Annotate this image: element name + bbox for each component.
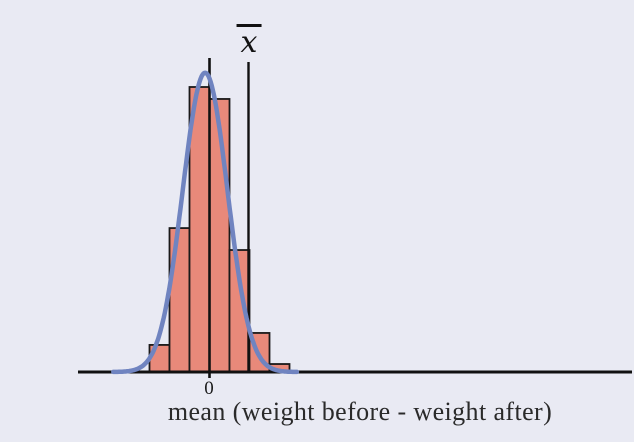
zero-tick-label: 0 [204, 378, 214, 399]
histogram-bar [168, 227, 191, 373]
xbar-mean-label: x [236, 24, 262, 58]
x-axis-label: mean (weight before - weight after) [167, 397, 553, 426]
normal-curve [111, 70, 300, 375]
